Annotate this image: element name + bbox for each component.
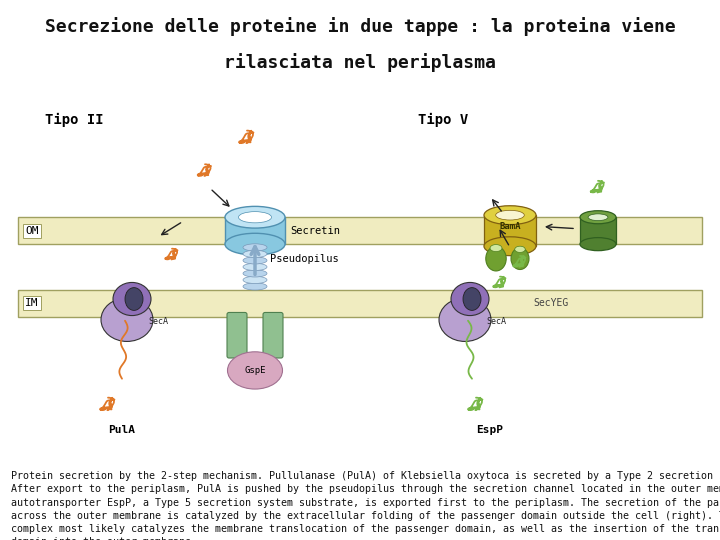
FancyBboxPatch shape [263, 313, 283, 358]
Ellipse shape [484, 206, 536, 225]
Ellipse shape [243, 270, 267, 277]
Ellipse shape [125, 288, 143, 310]
Ellipse shape [113, 282, 151, 315]
Ellipse shape [225, 233, 285, 255]
Text: rilasciata nel periplasma: rilasciata nel periplasma [224, 53, 496, 72]
Ellipse shape [243, 264, 267, 271]
Ellipse shape [101, 298, 153, 341]
Ellipse shape [580, 211, 616, 224]
Text: Protein secretion by the 2-step mechanism. Pullulanase (PulA) of Klebsiella oxyt: Protein secretion by the 2-step mechanis… [11, 471, 720, 540]
Ellipse shape [238, 212, 271, 223]
Ellipse shape [243, 283, 267, 290]
Ellipse shape [451, 282, 489, 315]
Text: GspE: GspE [244, 366, 266, 375]
Ellipse shape [243, 257, 267, 264]
Ellipse shape [495, 210, 524, 220]
Ellipse shape [228, 352, 282, 389]
Text: SecA: SecA [148, 318, 168, 326]
Ellipse shape [486, 246, 506, 271]
FancyBboxPatch shape [225, 217, 285, 244]
FancyBboxPatch shape [18, 289, 702, 316]
Ellipse shape [225, 206, 285, 228]
Ellipse shape [484, 237, 536, 255]
Ellipse shape [243, 244, 267, 251]
Ellipse shape [511, 248, 529, 269]
Text: Secretin: Secretin [290, 226, 340, 235]
FancyBboxPatch shape [227, 313, 247, 358]
Text: Tipo II: Tipo II [45, 113, 104, 127]
Ellipse shape [515, 246, 526, 252]
Ellipse shape [243, 251, 267, 258]
Text: Secrezione delle proteine in due tappe : la proteina viene: Secrezione delle proteine in due tappe :… [45, 17, 675, 36]
Text: EspP: EspP [477, 426, 503, 435]
Ellipse shape [580, 238, 616, 251]
Ellipse shape [243, 276, 267, 284]
Ellipse shape [463, 288, 481, 310]
Text: Tipo V: Tipo V [418, 113, 468, 127]
Text: OM: OM [25, 226, 38, 235]
FancyBboxPatch shape [580, 217, 616, 244]
FancyBboxPatch shape [484, 215, 536, 246]
Text: BamA: BamA [499, 222, 521, 231]
Text: PulA: PulA [109, 426, 135, 435]
Ellipse shape [490, 245, 502, 252]
Text: Pseudopilus: Pseudopilus [270, 254, 338, 264]
FancyBboxPatch shape [18, 217, 702, 244]
Ellipse shape [439, 298, 491, 341]
Text: SecYEG: SecYEG [533, 298, 568, 308]
Text: IM: IM [25, 298, 38, 308]
Text: SecA: SecA [486, 318, 506, 326]
Ellipse shape [588, 214, 608, 220]
